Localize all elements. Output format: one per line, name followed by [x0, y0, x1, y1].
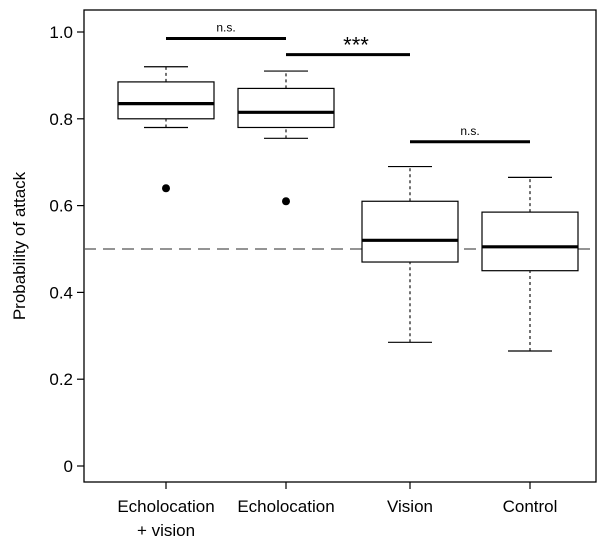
outlier-point — [162, 184, 170, 193]
y-axis-label: Probability of attack — [10, 171, 29, 320]
box-group — [481, 176, 579, 352]
box-iqr — [237, 87, 335, 129]
x-tick-label: Vision — [387, 497, 433, 516]
x-tick-label: Echolocation — [117, 497, 214, 516]
y-tick-label: 0.8 — [49, 110, 73, 129]
y-tick-label: 0.4 — [49, 283, 73, 302]
box-iqr — [117, 81, 215, 120]
box-group — [117, 66, 215, 193]
significance-label: n.s. — [216, 21, 235, 35]
box-group — [237, 70, 335, 206]
x-tick-label: Control — [503, 497, 558, 516]
plot-layer: 0 0.2 0.4 0.6 0.8 1.0 Echolocation + vision Echo… — [49, 9, 597, 540]
x-tick-label: Echolocation — [237, 497, 334, 516]
x-tick-label: + vision — [137, 521, 195, 540]
outlier-point — [282, 197, 290, 206]
box-iqr — [481, 211, 579, 272]
y-tick-label: 1.0 — [49, 23, 73, 42]
box-group — [361, 165, 459, 343]
significance-label: n.s. — [460, 124, 479, 138]
y-tick-label: 0 — [64, 457, 73, 476]
significance-label: *** — [343, 33, 369, 58]
plot-frame — [83, 9, 597, 483]
y-tick-label: 0.6 — [49, 197, 73, 216]
y-tick-label: 0.2 — [49, 370, 73, 389]
box-iqr — [361, 200, 459, 263]
